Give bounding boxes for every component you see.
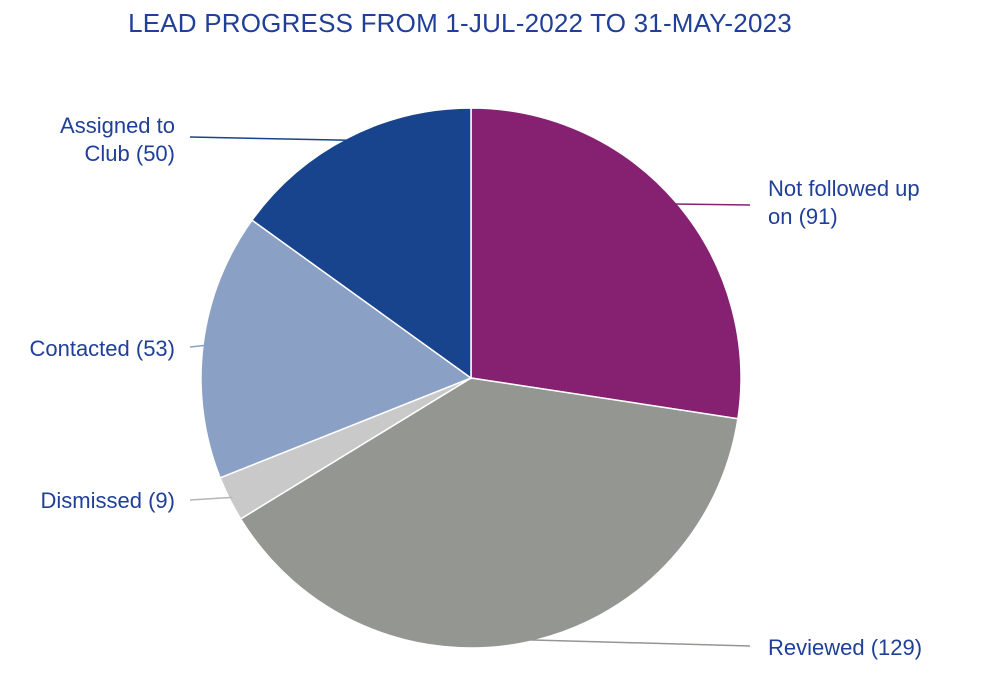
slice-label-line: Contacted (53) — [29, 336, 175, 361]
leader-line-contacted — [189, 344, 207, 348]
slice-label-line: Club (50) — [85, 141, 175, 166]
chart-title: LEAD PROGRESS FROM 1-JUL-2022 TO 31-MAY-… — [128, 8, 792, 38]
slice-label-reviewed: Reviewed (129) — [768, 635, 922, 660]
slice-label-line: Not followed up — [768, 176, 920, 201]
leader-line-assigned-to-club — [189, 136, 350, 142]
leader-line-not-followed-up-on — [673, 203, 751, 206]
slice-label-line: Reviewed (129) — [768, 635, 922, 660]
pie-slices — [200, 107, 742, 649]
pie-slice-assigned-to-club — [250, 107, 472, 380]
leader-lines — [189, 136, 751, 647]
pie-slice-reviewed — [239, 377, 739, 649]
slice-label-line: on (91) — [768, 204, 838, 229]
slice-labels: Not followed up on (91) Reviewed (129) Dism… — [29, 113, 922, 660]
slice-label-line: Dismissed (9) — [41, 488, 175, 513]
leader-line-dismissed — [189, 496, 233, 501]
slice-label-line: Assigned to — [60, 113, 175, 138]
slice-label-contacted: Contacted (53) — [29, 336, 175, 361]
slice-label-dismissed: Dismissed (9) — [41, 488, 175, 513]
slice-label-assigned-to-club: Assigned to Club (50) — [60, 113, 175, 166]
slice-label-not-followed-up-on: Not followed up on (91) — [768, 176, 920, 229]
leader-line-reviewed — [523, 638, 751, 647]
pie-slice-not-followed-up-on — [470, 107, 742, 420]
